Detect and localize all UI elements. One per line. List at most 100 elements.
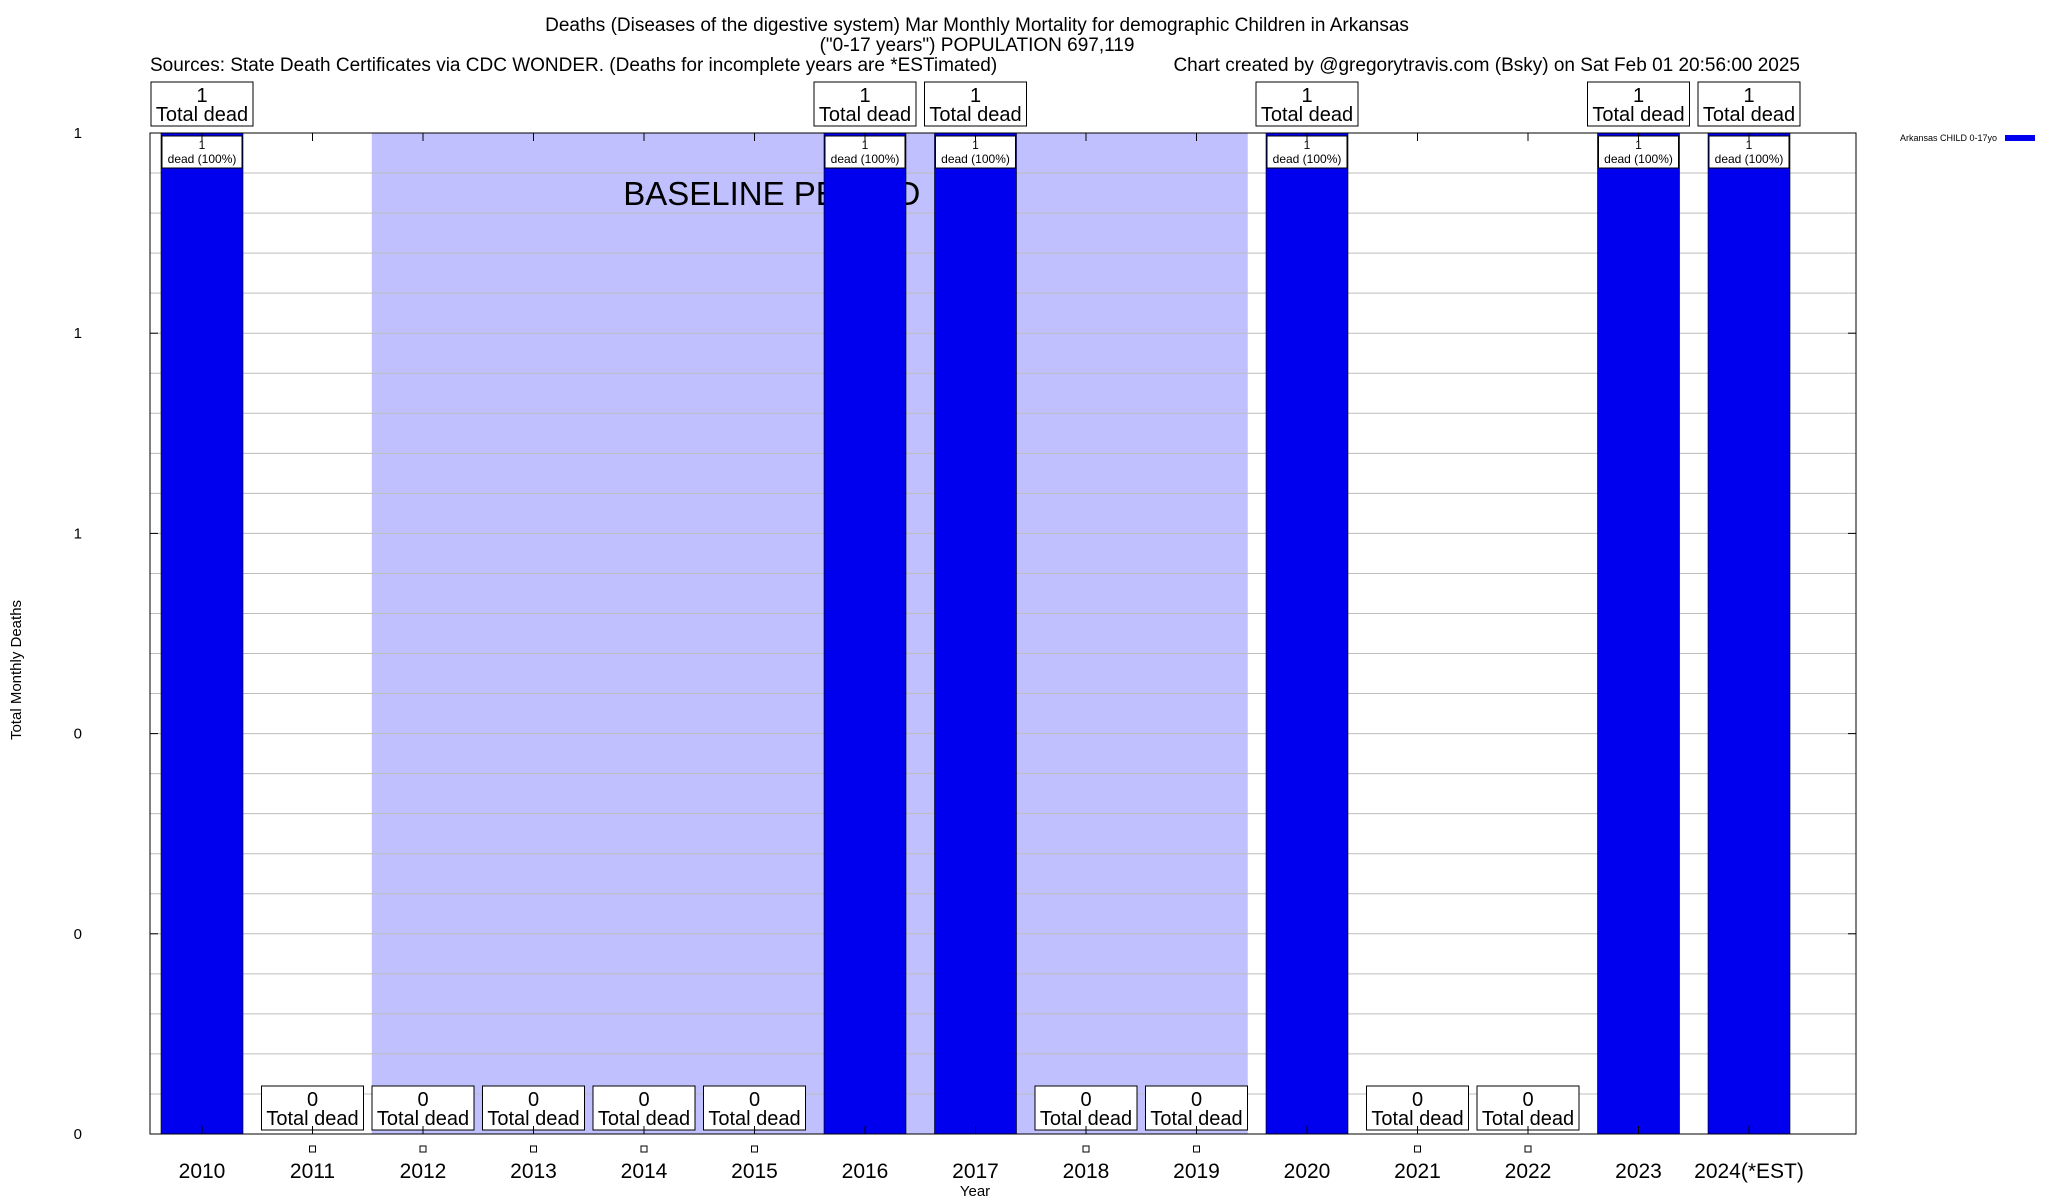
zero-marker — [419, 1145, 427, 1153]
zero-marker — [1414, 1145, 1421, 1153]
total-text: Total dead — [1592, 104, 1684, 126]
bar-label-count: 1 — [1304, 138, 1311, 152]
bar-label-text: dead (100%) — [1715, 152, 1784, 166]
total-count: 1 — [196, 85, 207, 107]
total-box — [924, 81, 1027, 127]
bar-label-count: 1 — [1635, 138, 1642, 152]
bar-label-box — [161, 135, 243, 169]
bar — [823, 132, 907, 1135]
x-tick-label: 2019 — [1173, 1160, 1220, 1183]
bar-label-text: dead (100%) — [1273, 152, 1342, 166]
x-tick-label: 2014 — [621, 1160, 668, 1183]
total-box — [150, 81, 254, 127]
total-text: Total dead — [1371, 1108, 1463, 1130]
total-count: 1 — [1633, 85, 1644, 107]
bar-label-text: dead (100%) — [831, 152, 900, 166]
bar-label-text: dead (100%) — [168, 152, 237, 166]
total-count: 0 — [1412, 1089, 1423, 1111]
total-box — [1255, 81, 1359, 127]
total-box — [1366, 1085, 1469, 1131]
chart-sources: Sources: State Death Certificates via CD… — [150, 55, 997, 76]
zero-marker — [640, 1145, 648, 1153]
y-tick-label: 0 — [74, 726, 82, 743]
bar — [934, 132, 1017, 1135]
total-text: Total dead — [598, 1108, 690, 1130]
total-count: 0 — [1191, 1089, 1202, 1111]
bar-label-count: 1 — [199, 138, 206, 152]
total-text: Total dead — [377, 1108, 469, 1130]
total-count: 0 — [417, 1089, 428, 1111]
baseline-period: BASELINE PERIOD — [371, 133, 1248, 1134]
legend-swatch — [2005, 135, 2035, 141]
y-axis-ticks: 0 0 0 1 1 1 — [74, 125, 1856, 1143]
x-tick-label: 2022 — [1505, 1160, 1552, 1183]
bar-label-box — [824, 135, 906, 169]
x-tick-label: 2024(*EST) — [1694, 1160, 1804, 1183]
total-text: Total dead — [929, 104, 1021, 126]
total-box — [1145, 1085, 1248, 1131]
total-count: 1 — [859, 85, 870, 107]
total-count: 1 — [1301, 85, 1312, 107]
legend: Arkansas CHILD 0-17yo — [1900, 133, 2035, 143]
bar-label-box — [1708, 135, 1790, 169]
chart-title: Deaths (Diseases of the digestive system… — [545, 15, 1409, 36]
total-text: Total dead — [266, 1108, 358, 1130]
total-text: Total dead — [1703, 104, 1795, 126]
total-text: Total dead — [156, 104, 248, 126]
total-count: 1 — [1743, 85, 1754, 107]
total-count: 1 — [970, 85, 981, 107]
total-count: 0 — [1080, 1089, 1091, 1111]
zero-marker — [530, 1145, 537, 1153]
x-tick-label: 2010 — [179, 1160, 226, 1183]
x-tick-label: 2021 — [1394, 1160, 1441, 1183]
total-text: Total dead — [1261, 104, 1353, 126]
total-box — [261, 1085, 364, 1131]
chart-credit: Chart created by @gregorytravis.com (Bsk… — [1173, 55, 1800, 76]
total-box — [813, 81, 917, 127]
y-tick-label: 0 — [74, 926, 82, 943]
total-text: Total dead — [1482, 1108, 1574, 1130]
total-box — [1476, 1085, 1580, 1131]
bar-label-box — [935, 135, 1016, 169]
bar — [1265, 132, 1349, 1135]
total-count: 0 — [1522, 1089, 1533, 1111]
total-text: Total dead — [819, 104, 911, 126]
bar-label-text: dead (100%) — [941, 152, 1010, 166]
bar-label-text: dead (100%) — [1604, 152, 1673, 166]
total-box — [592, 1085, 696, 1131]
legend-label: Arkansas CHILD 0-17yo — [1900, 133, 1997, 143]
x-tick-label: 2012 — [400, 1160, 447, 1183]
x-tick-label: 2017 — [952, 1160, 999, 1183]
x-tick-label: 2020 — [1284, 1160, 1331, 1183]
zero-marker — [1082, 1145, 1090, 1153]
total-text: Total dead — [1040, 1108, 1132, 1130]
y-tick-label: 1 — [74, 525, 82, 542]
x-tick-label: 2016 — [842, 1160, 889, 1183]
x-axis-title: Year — [960, 1183, 990, 1200]
total-count: 0 — [528, 1089, 539, 1111]
total-text: Total dead — [1150, 1108, 1242, 1130]
x-tick-label: 2011 — [290, 1160, 335, 1183]
bar — [160, 132, 244, 1135]
total-text: Total dead — [708, 1108, 800, 1130]
bar-label-count: 1 — [972, 138, 979, 152]
total-count: 0 — [307, 1089, 318, 1111]
chart-subtitle: ("0-17 years") POPULATION 697,119 — [820, 35, 1135, 56]
x-tick-label: 2013 — [510, 1160, 557, 1183]
zero-marker — [751, 1145, 758, 1153]
baseline-shading — [371, 133, 1248, 1134]
bar — [1707, 132, 1791, 1135]
zero-marker — [309, 1145, 316, 1153]
bar-label-box — [1266, 135, 1348, 169]
total-box — [1697, 81, 1801, 127]
total-box — [371, 1085, 475, 1131]
x-axis-ticks: 2010 2011 2012 2013 2014 2015 2016 2017 2018 2019… — [179, 133, 1804, 1183]
bar — [1597, 132, 1680, 1135]
y-tick-label: 0 — [74, 1126, 82, 1143]
x-tick-label: 2023 — [1615, 1160, 1662, 1183]
total-box — [1587, 81, 1690, 127]
bar-label-count: 1 — [1746, 138, 1753, 152]
